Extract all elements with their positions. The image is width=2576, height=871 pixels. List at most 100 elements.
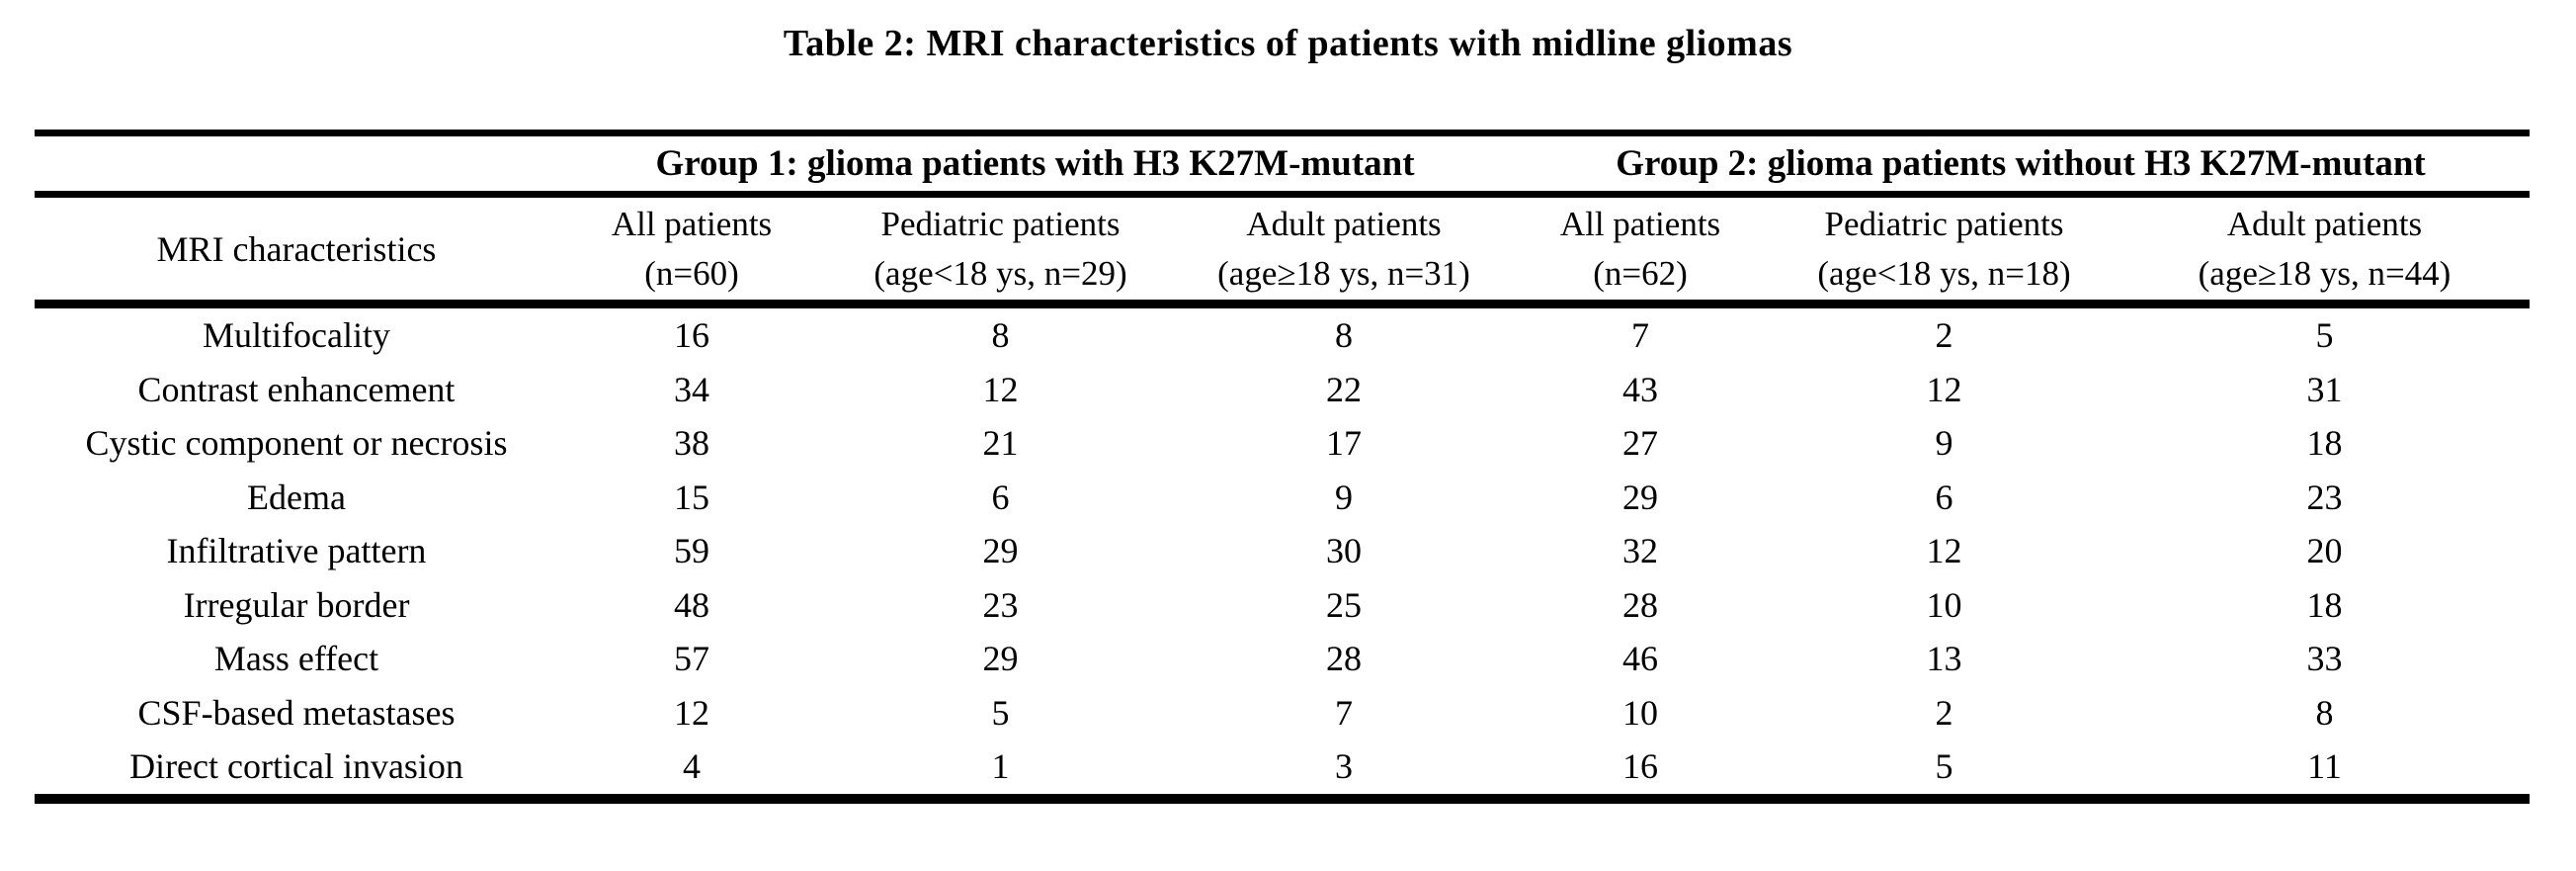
column-header-pediatric-g1: Pediatric patients (age<18 ys, n=29) — [825, 200, 1176, 299]
table-cell: 10 — [1622, 692, 1658, 733]
group-separator-rule — [35, 191, 2530, 198]
table-row: Mass effect 57 29 28 46 13 33 — [35, 632, 2530, 686]
table-row: Contrast enhancement 34 12 22 43 12 31 — [35, 363, 2530, 417]
table-cell: 11 — [2307, 746, 2342, 787]
table-cell: 13 — [1926, 639, 1962, 679]
table-cell: 9 — [1335, 477, 1353, 517]
table-cell: 7 — [1335, 692, 1353, 733]
table-cell: 12 — [1926, 531, 1962, 571]
row-label: CSF-based metastases — [137, 692, 456, 733]
table-cell: 12 — [674, 692, 709, 733]
table-cell: 32 — [1622, 531, 1658, 571]
table-cell: 57 — [674, 639, 709, 679]
column-header-line1: All patients — [1559, 204, 1721, 243]
column-header-adult-g2: Adult patients (age≥18 ys, n=44) — [2119, 200, 2530, 299]
table-row: Edema 15 6 9 29 6 23 — [35, 471, 2530, 525]
table-cell: 28 — [1326, 639, 1362, 679]
table-row: CSF-based metastases 12 5 7 10 2 8 — [35, 686, 2530, 740]
table-cell: 29 — [982, 531, 1019, 571]
table-cell: 1 — [991, 746, 1010, 787]
row-label: Cystic component or necrosis — [85, 423, 508, 464]
column-header-line2: (n=60) — [644, 253, 739, 293]
table-row: Infiltrative pattern 59 29 30 32 12 20 — [35, 524, 2530, 578]
column-header-line2: (age<18 ys, n=18) — [1817, 253, 2071, 293]
table-cell: 9 — [1935, 423, 1953, 464]
table-cell: 10 — [1926, 584, 1962, 625]
table-cell: 25 — [1326, 584, 1362, 625]
column-header-line2: (age≥18 ys, n=44) — [2198, 253, 2451, 293]
table-cell: 22 — [1326, 369, 1362, 409]
table-cell: 21 — [982, 423, 1019, 464]
table-cell: 34 — [674, 369, 709, 409]
table-row: Cystic component or necrosis 38 21 17 27… — [35, 416, 2530, 471]
table-cell: 20 — [2306, 531, 2343, 571]
table-cell: 31 — [2306, 369, 2343, 409]
table-cell: 12 — [982, 369, 1019, 409]
table-cell: 5 — [1935, 746, 1953, 787]
column-header-line1: Adult patients — [2226, 204, 2423, 243]
column-header-adult-g1: Adult patients (age≥18 ys, n=31) — [1176, 200, 1512, 299]
column-header-line1: Pediatric patients — [880, 204, 1121, 243]
table-cell: 8 — [991, 315, 1010, 356]
table-row: Direct cortical invasion 4 1 3 16 5 11 — [35, 740, 2530, 794]
table-cell: 59 — [674, 531, 709, 571]
row-header-label: MRI characteristics — [156, 228, 437, 269]
table-row: Multifocality 16 8 8 7 2 5 — [35, 308, 2530, 363]
table-cell: 29 — [982, 639, 1019, 679]
group1-header: Group 1: glioma patients with H3 K27M-mu… — [655, 143, 1415, 184]
row-label: Multifocality — [203, 315, 390, 356]
row-label: Edema — [247, 477, 346, 517]
row-label: Infiltrative pattern — [166, 531, 427, 571]
table-cell: 23 — [2306, 477, 2343, 517]
column-header-row: MRI characteristics All patients (n=60) … — [35, 198, 2530, 300]
row-label: Direct cortical invasion — [129, 746, 463, 787]
table-cell: 43 — [1622, 369, 1658, 409]
table-cell: 5 — [2315, 315, 2334, 356]
table-cell: 15 — [674, 477, 709, 517]
table-cell: 6 — [991, 477, 1010, 517]
table-cell: 2 — [1935, 315, 1953, 356]
table-cell: 8 — [1335, 315, 1353, 356]
column-header-line2: (n=62) — [1593, 253, 1688, 293]
table-cell: 17 — [1326, 423, 1362, 464]
bottom-rule — [35, 793, 2530, 804]
column-header-line1: Pediatric patients — [1824, 204, 2064, 243]
column-header-all-patients-g2: All patients (n=62) — [1512, 200, 1769, 299]
table-cell: 16 — [1622, 746, 1658, 787]
column-header-line1: Adult patients — [1246, 204, 1442, 243]
column-header-line1: All patients — [611, 204, 773, 243]
table-cell: 18 — [2306, 423, 2343, 464]
table-cell: 46 — [1622, 639, 1658, 679]
table-row: Irregular border 48 23 25 28 10 18 — [35, 578, 2530, 633]
table-cell: 23 — [982, 584, 1019, 625]
table-cell: 16 — [674, 315, 709, 356]
group2-header: Group 2: glioma patients without H3 K27M… — [1616, 143, 2426, 184]
table-cell: 5 — [991, 692, 1010, 733]
table-cell: 18 — [2306, 584, 2343, 625]
table-cell: 33 — [2306, 639, 2343, 679]
table-cell: 27 — [1622, 423, 1658, 464]
table-cell: 3 — [1335, 746, 1353, 787]
table-cell: 48 — [674, 584, 709, 625]
mri-characteristics-table: Group 1: glioma patients with H3 K27M-mu… — [35, 130, 2530, 804]
table-cell: 2 — [1935, 692, 1953, 733]
table-cell: 30 — [1326, 531, 1362, 571]
table-cell: 4 — [683, 746, 701, 787]
table-title: Table 2: MRI characteristics of patients… — [783, 23, 1793, 64]
table-cell: 28 — [1622, 584, 1658, 625]
table-cell: 8 — [2315, 692, 2334, 733]
group-header-row: Group 1: glioma patients with H3 K27M-mu… — [35, 136, 2530, 191]
row-label: Mass effect — [213, 639, 379, 679]
table-cell: 6 — [1935, 477, 1953, 517]
column-header-all-patients-g1: All patients (n=60) — [558, 200, 825, 299]
row-label: Contrast enhancement — [137, 369, 456, 409]
column-header-line2: (age<18 ys, n=29) — [873, 253, 1127, 293]
table-cell: 7 — [1631, 315, 1649, 356]
column-header-line2: (age≥18 ys, n=31) — [1217, 253, 1470, 293]
header-body-rule — [35, 300, 2530, 308]
column-header-pediatric-g2: Pediatric patients (age<18 ys, n=18) — [1769, 200, 2119, 299]
table-cell: 12 — [1926, 369, 1962, 409]
table-cell: 38 — [674, 423, 709, 464]
row-label: Irregular border — [183, 584, 410, 625]
